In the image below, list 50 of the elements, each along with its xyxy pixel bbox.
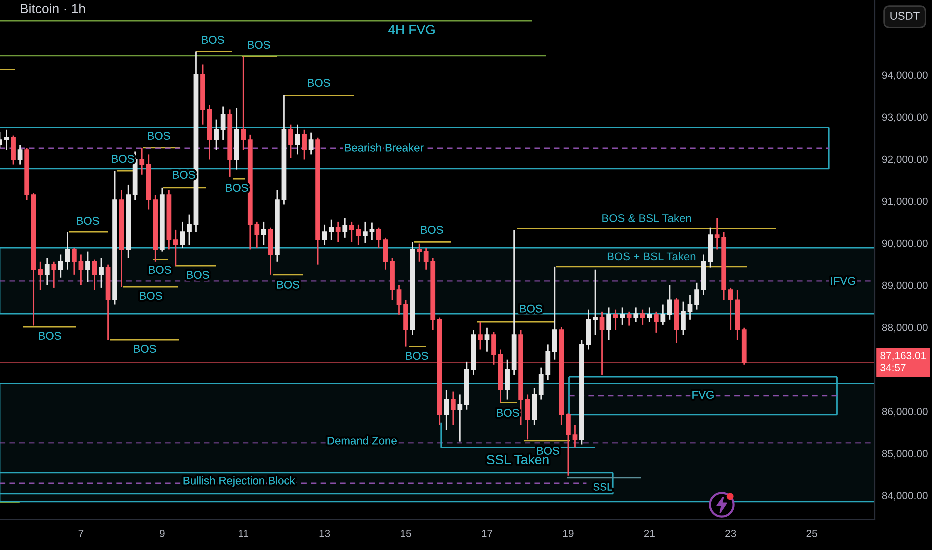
x-tick-label: 13	[320, 530, 330, 538]
annotation: BOS	[277, 280, 300, 289]
annotation: IFVG	[831, 277, 856, 286]
annotation: BOS	[39, 332, 62, 340]
annotation: BOS	[112, 155, 134, 163]
series-label: BOS & BSL Taken	[602, 214, 692, 222]
annotation: BOS	[421, 226, 444, 234]
annotation: Bullish Rejection Block	[184, 476, 296, 487]
annotation: BOS	[149, 266, 172, 274]
annotation: BOS	[134, 345, 156, 353]
annotation: BOS	[202, 36, 224, 44]
annotation: 4H FVG	[388, 25, 435, 35]
x-tick-label: 11	[239, 530, 249, 538]
chart-title: Bitcoin · 1h	[21, 4, 86, 14]
annotation: BOS	[497, 409, 520, 417]
annotation: BOS	[148, 132, 170, 140]
x-tick-label: 9	[160, 530, 165, 538]
annotation: SSL	[594, 483, 612, 491]
x-tick-label: 7	[78, 530, 84, 538]
x-tick-label: 15	[401, 530, 412, 538]
y-tick-label: 85,000.00	[882, 450, 928, 459]
series-label: BOS + BSL Taken	[608, 252, 696, 261]
y-axis-title: USDT	[890, 12, 920, 20]
annotation: BOS	[140, 292, 162, 300]
annotation: BOS	[248, 41, 270, 49]
ref-line-label: 87,163.01 34:57	[880, 352, 926, 372]
annotation: FVG	[692, 391, 714, 399]
annotation: BOS	[77, 217, 100, 225]
annotation: BOS	[520, 304, 542, 313]
y-tick-label: 92,000.00	[882, 156, 928, 164]
annotation: SSL Taken	[487, 454, 549, 465]
annotation: BOS	[537, 447, 560, 455]
x-tick-label: 25	[806, 530, 818, 538]
y-tick-label: 84,000.00	[882, 492, 928, 501]
x-tick-label: 23	[726, 530, 736, 538]
y-tick-label: 89,000.00	[882, 282, 928, 291]
y-tick-label: 94,000.00	[882, 72, 928, 80]
y-tick-label: 90,000.00	[882, 240, 928, 249]
y-tick-label: 93,000.00	[882, 114, 928, 122]
annotation: BOS	[187, 271, 210, 279]
x-tick-label: 21	[644, 530, 655, 538]
annotation: BOS	[308, 79, 330, 87]
annotation: Bearish Breaker	[345, 144, 424, 152]
annotation: Demand Zone	[328, 436, 397, 445]
y-tick-label: 91,000.00	[882, 198, 928, 206]
y-tick-label: 88,000.00	[882, 324, 928, 333]
y-tick-label: 86,000.00	[882, 408, 928, 417]
x-tick-label: 19	[563, 530, 574, 538]
x-tick-label: 17	[482, 530, 493, 538]
annotation: BOS	[406, 352, 428, 360]
